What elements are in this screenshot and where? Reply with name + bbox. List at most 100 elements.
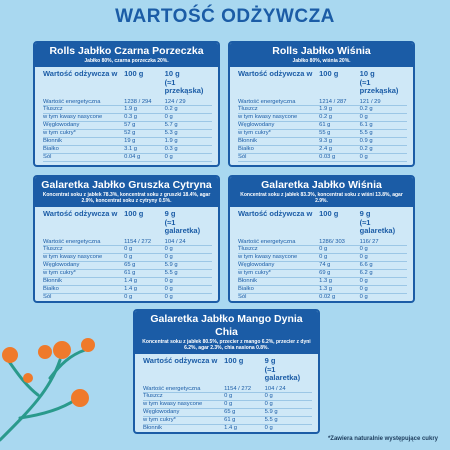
value-100g: 19 g (124, 138, 136, 145)
card-subtitle: Jabłko 80%, wiśnia 20%. (292, 58, 351, 64)
header-col2-amount: 9 g (164, 209, 176, 218)
value-100g: 2.4 g (319, 145, 333, 152)
header-label: Wartość odżywcza w (43, 209, 118, 218)
value-portion: 6.2 g (359, 270, 373, 277)
nutrient-name: Wartość energetyczna (143, 385, 201, 392)
nutrient-name: Sól (43, 153, 52, 160)
value-100g: 0.2 g (319, 114, 333, 121)
table-row: w tym kwasy nasycone 0 g 0 g (43, 254, 212, 263)
table-row: w tym cukry* 55 g 5.5 g (238, 130, 407, 139)
value-100g: 1.4 g (124, 285, 138, 292)
value-100g: 0 g (319, 246, 328, 253)
header-col2: 9 g (≈1 galaretka) (265, 356, 312, 383)
header-label: Wartość odżywcza w (238, 69, 313, 78)
header-col2-amount: 9 g (359, 209, 371, 218)
table-header: Wartość odżywcza w 100 g 9 g (≈1 galaretka) (143, 356, 312, 383)
table-row: Wartość energetyczna 1286/ 303 116/ 27 (238, 239, 407, 247)
table-row: Tłuszcz 0 g 0 g (143, 393, 312, 402)
nutrient-name: w tym cukry* (43, 130, 76, 137)
value-100g: 1286/ 303 (319, 238, 345, 245)
nutrient-name: Węglowodany (43, 262, 80, 269)
plant-decoration (0, 338, 95, 442)
value-portion: 0 g (164, 285, 173, 292)
value-portion: 0 g (359, 254, 368, 261)
value-100g: 1214 / 287 (319, 98, 347, 105)
table-row: Błonnik 1.3 g 0 g (238, 278, 407, 286)
value-portion: 0 g (359, 153, 368, 160)
nutrient-name: Węglowodany (238, 262, 275, 269)
value-portion: 6.6 g (359, 262, 373, 269)
card-subtitle: Koncentrat soku z jabłek 80.5%, przecier… (142, 339, 311, 351)
nutrient-name: w tym kwasy nasycone (143, 401, 203, 408)
value-100g: 0 g (124, 254, 133, 261)
nutrition-table: Wartość odżywcza w 100 g 9 g (≈1 galaretka)… (135, 354, 318, 434)
nutrient-name: Białko (238, 145, 254, 152)
table-row: Węglowodany 57 g 5.7 g (43, 122, 212, 131)
value-100g: 57 g (124, 122, 136, 129)
value-portion: 0.2 g (359, 106, 373, 113)
nutrient-name: w tym cukry* (238, 130, 271, 137)
nutrient-name: Wartość energetyczna (238, 98, 296, 105)
value-portion: 0 g (359, 114, 368, 121)
value-100g: 69 g (319, 270, 331, 277)
value-100g: 1154 / 272 (224, 385, 252, 392)
card-header: Galaretka Jabłko Wiśnia Koncentrat soku z… (230, 177, 413, 207)
header-col2: 9 g (≈1 galaretka) (164, 209, 212, 236)
table-row: Sól 0.03 g 0 g (238, 154, 407, 162)
value-100g: 65 g (224, 409, 236, 416)
table-row: Sól 0 g 0 g (43, 293, 212, 301)
nutrition-card: Rolls Jabłko Wiśnia Jabłko 80%, wiśnia 20… (228, 41, 415, 167)
value-100g: 61 g (224, 417, 236, 424)
value-100g: 1.9 g (124, 106, 138, 113)
nutrition-table: Wartość odżywcza w 100 g 9 g (≈1 galaretka)… (230, 207, 413, 301)
card-title: Rolls Jabłko Wiśnia (272, 45, 371, 57)
nutrient-name: Błonnik (43, 138, 63, 145)
header-label: Wartość odżywcza w (143, 356, 218, 365)
header-col1: 100 g (319, 69, 339, 78)
nutrient-name: Białko (238, 285, 254, 292)
nutrient-name: Tłuszcz (238, 246, 258, 253)
table-row: Węglowodany 65 g 5.9 g (143, 409, 312, 418)
card-header: Rolls Jabłko Czarna Porzeczka Jabłko 80%,… (35, 43, 218, 67)
table-header: Wartość odżywcza w 100 g 9 g (≈1 galaretka) (238, 209, 407, 236)
nutrient-name: Wartość energetyczna (43, 238, 101, 245)
card-title: Galaretka Jabłko Wiśnia (261, 179, 382, 191)
value-portion: 0.2 g (359, 145, 373, 152)
table-row: w tym cukry* 61 g 5.5 g (143, 417, 312, 426)
nutrient-name: Białko (43, 145, 59, 152)
header-col1: 100 g (124, 209, 144, 218)
nutrient-name: Białko (143, 433, 224, 434)
value-portion: 0 g (359, 293, 368, 300)
nutrient-name: w tym cukry* (43, 270, 76, 277)
nutrient-name: w tym cukry* (143, 417, 176, 424)
card-header: Rolls Jabłko Wiśnia Jabłko 80%, wiśnia 20… (230, 43, 413, 67)
value-100g: 0 g (224, 401, 233, 408)
value-100g: 1.4 g (224, 425, 238, 432)
value-100g: 0 g (124, 293, 133, 300)
nutrient-name: Sól (238, 153, 247, 160)
value-100g: 1.4 g (224, 433, 265, 434)
value-100g: 0 g (319, 254, 328, 261)
value-100g: 0 g (124, 246, 133, 253)
value-portion: 121 / 29 (359, 98, 381, 105)
table-header: Wartość odżywcza w 100 g 9 g (≈1 galaretka) (43, 209, 212, 236)
table-row: w tym cukry* 52 g 5.3 g (43, 130, 212, 139)
value-100g: 1238 / 294 (124, 98, 152, 105)
table-row: Sól 0.04 g 0 g (43, 154, 212, 162)
card-subtitle: Jabłko 80%, czarna porzeczka 20%. (84, 58, 169, 64)
value-portion: 0 g (164, 114, 173, 121)
table-row: w tym kwasy nasycone 0.3 g 0 g (43, 114, 212, 123)
value-100g: 3.1 g (124, 145, 138, 152)
header-col2-note: (≈1 galaretka) (359, 217, 396, 235)
nutrient-name: Błonnik (43, 278, 63, 285)
nutrient-name: Sól (238, 293, 247, 300)
header-col2: 10 g (≈1 przekąska) (360, 69, 407, 96)
table-row: w tym cukry* 61 g 5.5 g (43, 270, 212, 279)
header-label: Wartość odżywcza w (238, 209, 313, 218)
nutrient-name: Błonnik (238, 278, 258, 285)
table-row: w tym kwasy nasycone 0 g 0 g (143, 401, 312, 410)
